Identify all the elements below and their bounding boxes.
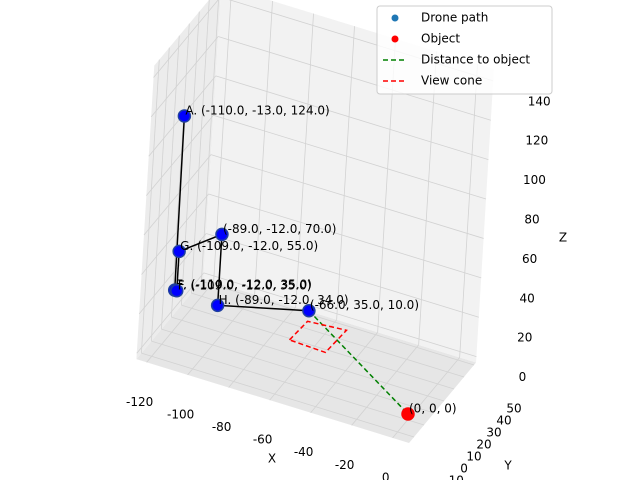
z-tick-label: 140 bbox=[528, 94, 551, 108]
grid-line bbox=[206, 233, 479, 318]
x-axis-label: X bbox=[268, 452, 276, 466]
x-tick-label: -40 bbox=[294, 445, 314, 459]
point bbox=[215, 227, 229, 242]
x-tick-label: -60 bbox=[253, 433, 273, 447]
grid-line bbox=[181, 304, 455, 390]
grid-line bbox=[150, 47, 170, 342]
y-axis-label: Y bbox=[503, 459, 512, 473]
grid-line bbox=[269, 319, 337, 401]
z-tick-label: 80 bbox=[524, 213, 539, 227]
point-label: H. (-89.0, -12.0, 34.0) bbox=[219, 293, 349, 307]
grid-line bbox=[151, 340, 425, 426]
grid-line bbox=[295, 13, 314, 308]
grid-line bbox=[146, 114, 214, 196]
z-tick-label: 120 bbox=[525, 134, 548, 148]
y-tick-label: 30 bbox=[486, 425, 501, 439]
grid-line bbox=[180, 11, 200, 306]
x-tick-label: -20 bbox=[335, 458, 355, 472]
point-label: (0, 0, 0) bbox=[409, 402, 457, 416]
legend-marker bbox=[391, 14, 399, 22]
grid-line bbox=[136, 272, 205, 354]
grid-line bbox=[171, 316, 445, 402]
z-tick-label: 40 bbox=[520, 291, 535, 305]
grid-line bbox=[160, 35, 180, 330]
point bbox=[170, 284, 184, 298]
dashed-line bbox=[288, 320, 348, 354]
grid-line bbox=[208, 193, 482, 279]
x-tick-label: -80 bbox=[212, 420, 232, 434]
grid-line bbox=[138, 233, 207, 315]
x-tick-label: 0 bbox=[382, 470, 390, 480]
grid-line bbox=[351, 344, 419, 426]
point bbox=[177, 109, 192, 123]
y-tick-label: 50 bbox=[506, 401, 521, 415]
point bbox=[172, 244, 186, 259]
grid-line bbox=[228, 306, 296, 388]
grid-line bbox=[141, 193, 209, 275]
grid-line bbox=[146, 281, 214, 363]
grid-line bbox=[210, 154, 484, 239]
grid-line bbox=[187, 294, 255, 376]
y-tick-label: 40 bbox=[496, 413, 511, 427]
point bbox=[210, 298, 225, 313]
z-tick-label: 60 bbox=[522, 252, 537, 266]
legend-label: Distance to object bbox=[421, 53, 530, 67]
grid-line bbox=[141, 352, 415, 438]
z-axis-label: Z bbox=[559, 231, 567, 245]
x-tick-label: -120 bbox=[126, 395, 153, 409]
y-tick-label: -10 bbox=[444, 473, 464, 480]
z-tick-label: 20 bbox=[517, 331, 532, 345]
grid-line bbox=[392, 357, 460, 439]
grid-line bbox=[254, 0, 273, 295]
point-label: E. (-110.0, -12.0, 35.0) bbox=[176, 278, 312, 292]
grid-line bbox=[213, 114, 487, 200]
grid-line bbox=[200, 0, 219, 282]
grid-line bbox=[218, 36, 491, 121]
legend-label: Drone path bbox=[421, 11, 488, 25]
legend-marker bbox=[391, 35, 399, 43]
grid-line bbox=[201, 280, 475, 366]
grid-line bbox=[161, 328, 435, 414]
point-label: (-89.0, -12.0, 70.0) bbox=[223, 222, 336, 236]
legend-box bbox=[376, 5, 553, 95]
point-label: G. (-109.0, -12.0, 55.0) bbox=[180, 239, 318, 253]
grid-line bbox=[203, 272, 477, 358]
grid-line bbox=[310, 332, 378, 413]
point bbox=[401, 407, 415, 421]
grid-line bbox=[170, 23, 190, 318]
floor-pane bbox=[136, 278, 477, 443]
grid-line bbox=[336, 26, 355, 320]
grid-line bbox=[140, 59, 160, 354]
y-tick-label: 10 bbox=[466, 449, 481, 463]
grid-line bbox=[150, 36, 219, 118]
y-tick-label: 0 bbox=[460, 461, 468, 475]
grid-line bbox=[153, 0, 219, 78]
legend-label: View cone bbox=[421, 74, 482, 88]
x-tick-label: -100 bbox=[167, 407, 194, 421]
y-tick-label: 20 bbox=[476, 437, 491, 451]
point-label: (-66.0, 35.0, 10.0) bbox=[310, 298, 419, 312]
z-tick-label: 100 bbox=[523, 173, 546, 187]
grid-line bbox=[459, 63, 478, 358]
z-tick-label: 0 bbox=[519, 370, 527, 384]
grid-line bbox=[418, 51, 437, 345]
point-label: F. (-109.0, -12.0, 35.0) bbox=[178, 278, 312, 292]
point-label: A. (-110.0, -13.0, 124.0) bbox=[185, 104, 329, 118]
legend-label: Object bbox=[421, 32, 460, 46]
grid-line bbox=[143, 154, 212, 236]
grid-line bbox=[215, 75, 489, 161]
grid-line bbox=[190, 0, 210, 294]
point bbox=[302, 303, 316, 318]
